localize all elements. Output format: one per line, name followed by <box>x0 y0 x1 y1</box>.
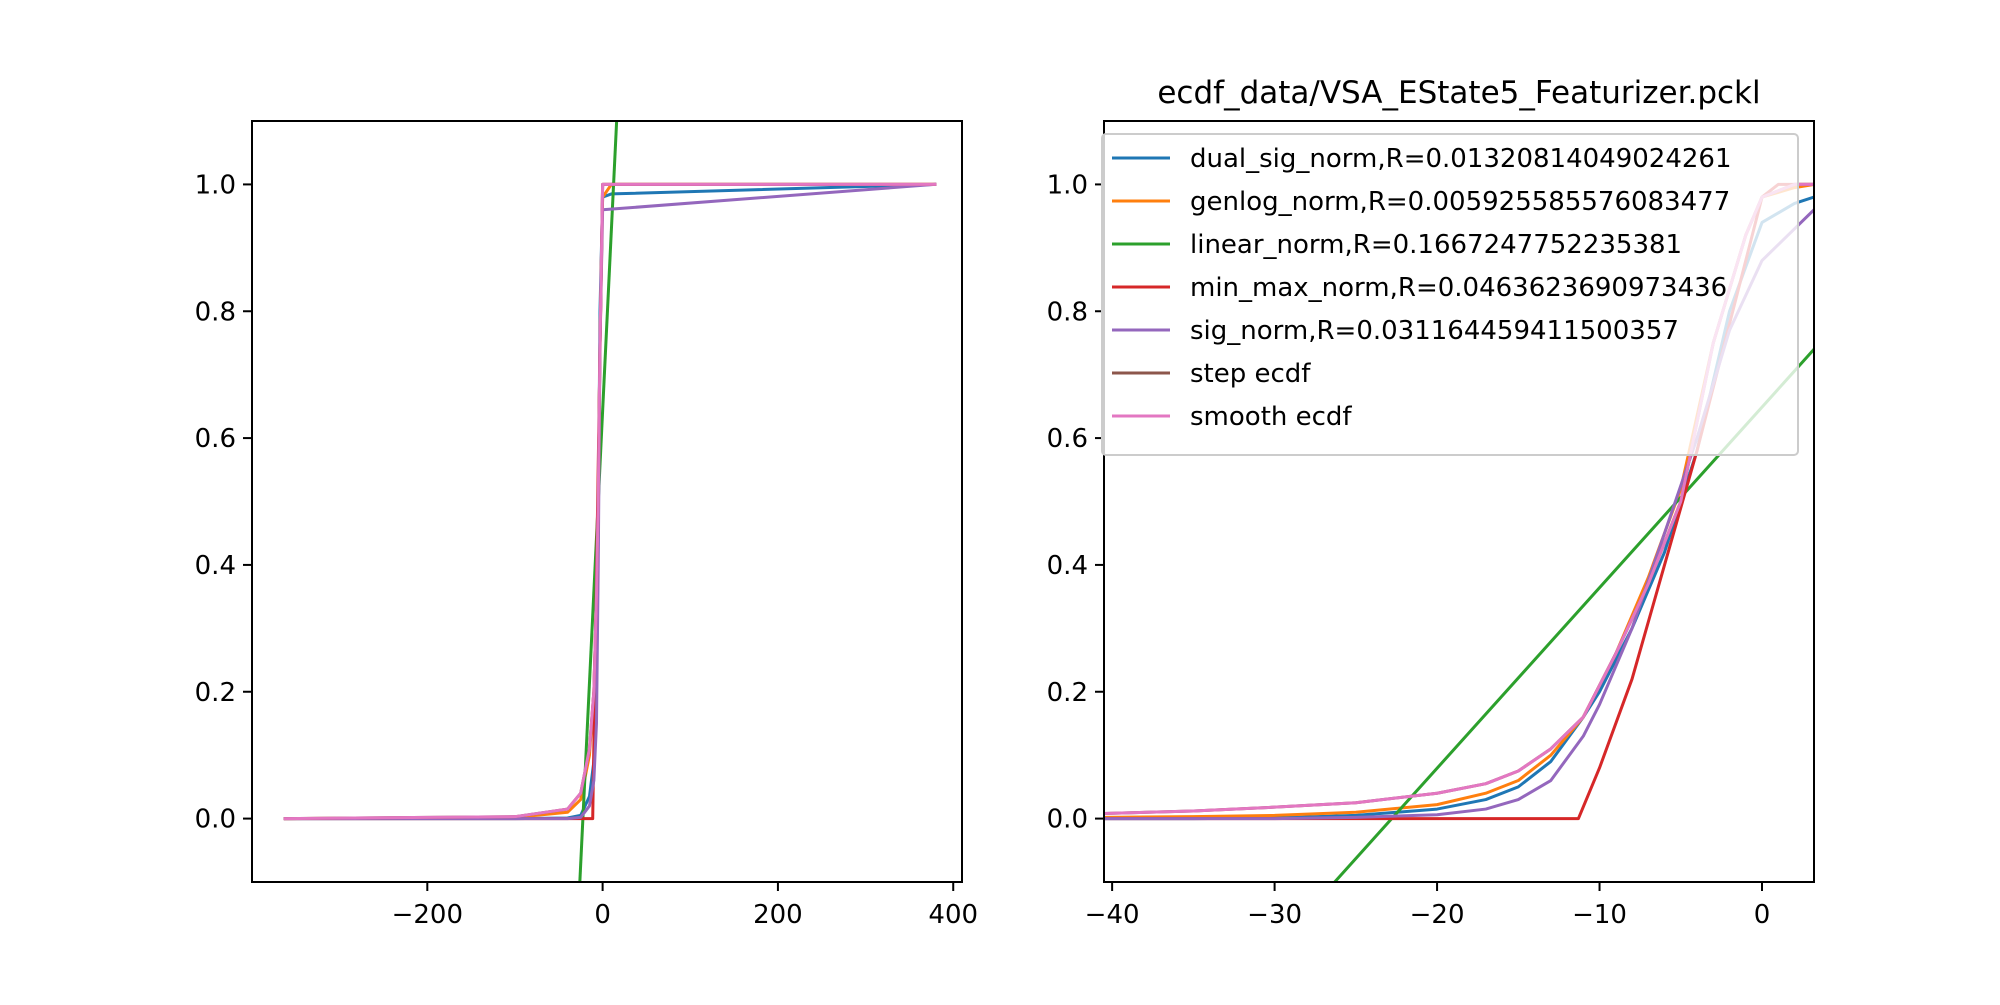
left-y-tick-label: 0.6 <box>195 424 236 454</box>
right-y-tick-label: 0.6 <box>1047 424 1088 454</box>
left-x-tick-label: −200 <box>392 900 463 930</box>
right-x-tick-label: −20 <box>1410 900 1465 930</box>
right-x-tick-label: −40 <box>1085 900 1140 930</box>
left-y-tick-label: 0.8 <box>195 297 236 327</box>
right-legend-label: smooth ecdf <box>1190 402 1352 432</box>
right-legend-label: sig_norm,R=0.031164459411500357 <box>1190 316 1679 346</box>
right-legend-label: step ecdf <box>1190 359 1311 389</box>
left-x-tick-label: 400 <box>928 900 978 930</box>
right-legend-label: genlog_norm,R=0.005925585576083477 <box>1190 187 1730 217</box>
right-y-tick-label: 1.0 <box>1047 170 1088 200</box>
right-legend-label: linear_norm,R=0.1667247752235381 <box>1190 230 1682 260</box>
right-legend-label: min_max_norm,R=0.0463623690973436 <box>1190 273 1727 303</box>
left-y-tick-label: 0.4 <box>195 551 236 581</box>
right-chart-title: ecdf_data/VSA_EState5_Featurizer.pckl <box>1157 75 1760 111</box>
right-x-tick-label: −10 <box>1572 900 1627 930</box>
right-x-tick-label: 0 <box>1754 900 1771 930</box>
left-y-tick-label: 0.0 <box>195 805 236 835</box>
right-legend: dual_sig_norm,R=0.01320814049024261genlo… <box>1102 134 1798 455</box>
left-y-tick-label: 1.0 <box>195 170 236 200</box>
right-y-tick-label: 0.0 <box>1047 805 1088 835</box>
right-y-tick-label: 0.4 <box>1047 551 1088 581</box>
left-x-tick-label: 0 <box>594 900 611 930</box>
right-y-tick-label: 0.2 <box>1047 678 1088 708</box>
right-y-tick-label: 0.8 <box>1047 297 1088 327</box>
left-x-tick-label: 200 <box>753 900 803 930</box>
right-x-tick-label: −30 <box>1247 900 1302 930</box>
left-y-tick-label: 0.2 <box>195 678 236 708</box>
right-legend-label: dual_sig_norm,R=0.01320814049024261 <box>1190 144 1732 174</box>
